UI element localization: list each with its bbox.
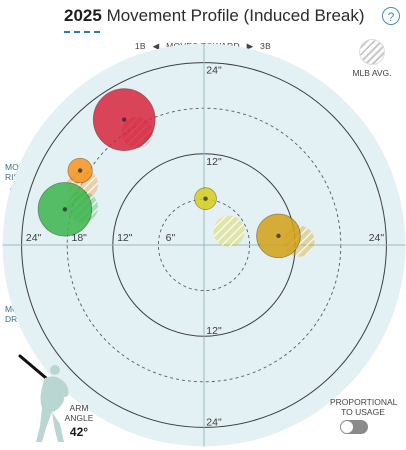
hatch-swatch-icon [359,39,385,65]
pitch-marker[interactable] [194,187,217,210]
arm-angle-value: 42° [69,425,89,439]
arm-angle-figure [12,350,102,445]
pitch-center-dot [77,168,83,173]
ring-label-bottom-24: 24" [206,416,222,428]
arrow-left-icon: ◀ [152,41,160,51]
year-underline [64,31,100,33]
pitch-center-dot [122,117,127,122]
pitch-marker[interactable] [256,213,301,259]
first-base-label: 1B [134,41,146,51]
mlb-avg-legend: MLB AVG. [348,39,396,78]
ring-label-top-12: 12" [206,156,222,168]
season-year: 2025 [64,6,102,25]
ring-label-top-24: 24" [206,65,222,77]
proportional-usage-label: PROPORTIONAL TO USAGE [330,397,398,417]
pitch-center-dot [203,196,208,201]
ring-label-bottom-12: 12" [206,325,222,337]
third-base-label: 3B [260,41,272,51]
ring-label-left: 18" [71,232,87,244]
pitch-center-dot [276,233,281,239]
ring-label-left: 12" [117,232,133,244]
ring-label-right-24: 24" [369,232,385,244]
pitch-center-dot [62,207,68,212]
pitch-marker[interactable] [37,182,93,237]
arrow-right-icon: ▶ [246,41,254,51]
mlb-avg-hatch [213,215,245,247]
ring-label-left: 6" [166,232,176,244]
toggle-knob [341,421,353,433]
title-text: Movement Profile (Induced Break) [106,6,365,25]
pitcher-silhouette-icon [18,354,69,442]
pitch-marker[interactable] [92,88,156,151]
mlb-avg-marker [213,215,245,247]
proportional-usage-toggle[interactable] [340,420,368,434]
mlb-avg-label: MLB AVG. [352,68,392,78]
help-icon[interactable]: ? [382,7,400,25]
arm-angle-label: ARM ANGLE [64,403,94,423]
ring-label-left: 24" [26,232,42,244]
pitch-marker[interactable] [67,157,93,184]
chart-title: 2025 Movement Profile (Induced Break) [64,6,365,33]
